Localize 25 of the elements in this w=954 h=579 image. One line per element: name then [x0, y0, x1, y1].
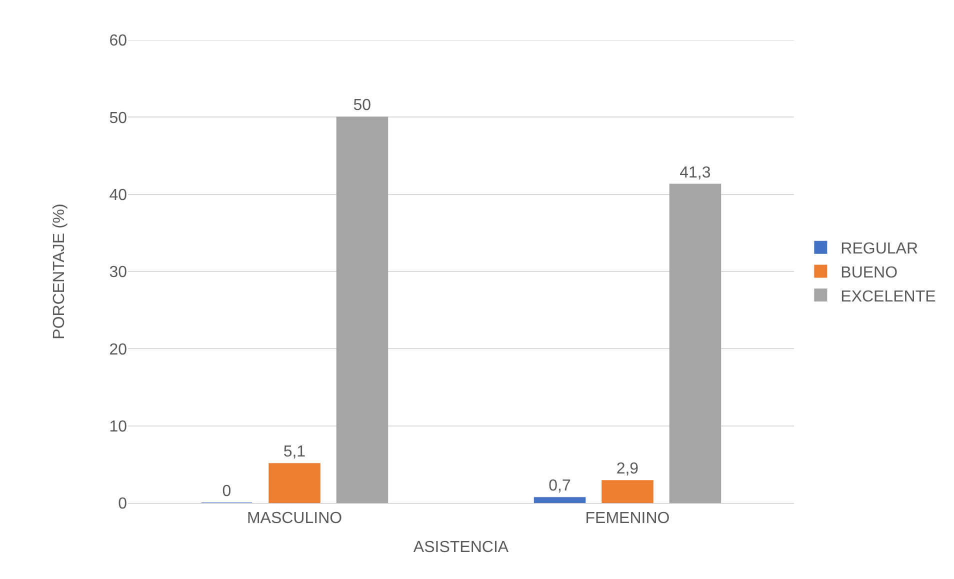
- y-tick-label: 30: [109, 264, 128, 282]
- x-tick-label: MASCULINO: [246, 510, 342, 528]
- bar: [534, 497, 586, 503]
- data-label: 2,9: [616, 460, 639, 478]
- y-tick-label: 0: [118, 496, 128, 513]
- bar: [336, 116, 388, 503]
- data-label: 0: [222, 483, 232, 500]
- data-label: 41,3: [680, 164, 711, 182]
- data-label: 50: [353, 97, 372, 114]
- data-label: 0,7: [548, 478, 571, 495]
- y-tick-label: 40: [109, 186, 128, 204]
- y-tick-label: 20: [109, 341, 128, 358]
- bar: [602, 480, 654, 503]
- y-axis-title: PORCENTAJE (%): [51, 204, 68, 340]
- y-tick-label: 10: [109, 418, 128, 436]
- legend-label: EXCELENTE: [840, 288, 936, 306]
- legend-label: BUENO: [840, 264, 898, 282]
- y-tick-label: 50: [109, 110, 128, 127]
- data-label: 5,1: [283, 444, 306, 461]
- y-tick-label: 60: [109, 32, 128, 50]
- legend-label: REGULAR: [840, 240, 918, 258]
- x-tick-label: FEMENINO: [585, 510, 670, 528]
- bar: [669, 184, 722, 503]
- x-axis-title: ASISTENCIA: [413, 538, 509, 556]
- bar: [268, 463, 320, 503]
